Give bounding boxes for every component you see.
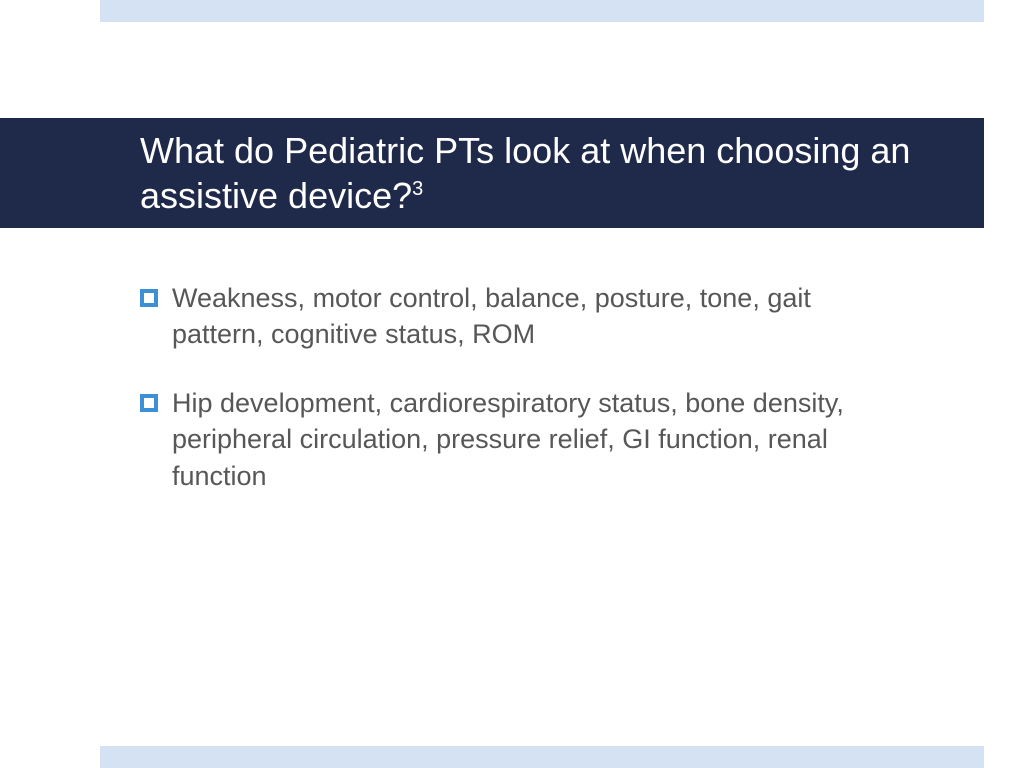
body-content: Weakness, motor control, balance, postur… bbox=[140, 280, 904, 526]
slide-title: What do Pediatric PTs look at when choos… bbox=[140, 128, 984, 218]
bullet-text: Weakness, motor control, balance, postur… bbox=[172, 280, 904, 353]
top-accent-bar bbox=[100, 0, 984, 22]
square-bullet-icon bbox=[140, 289, 158, 307]
slide-title-superscript: 3 bbox=[412, 178, 423, 200]
square-bullet-icon bbox=[140, 394, 158, 412]
bottom-accent-bar bbox=[100, 746, 984, 768]
list-item: Weakness, motor control, balance, postur… bbox=[140, 280, 904, 353]
bullet-text: Hip development, cardiorespiratory statu… bbox=[172, 385, 904, 494]
slide-title-main: What do Pediatric PTs look at when choos… bbox=[140, 130, 910, 216]
list-item: Hip development, cardiorespiratory statu… bbox=[140, 385, 904, 494]
title-band: What do Pediatric PTs look at when choos… bbox=[0, 118, 984, 228]
